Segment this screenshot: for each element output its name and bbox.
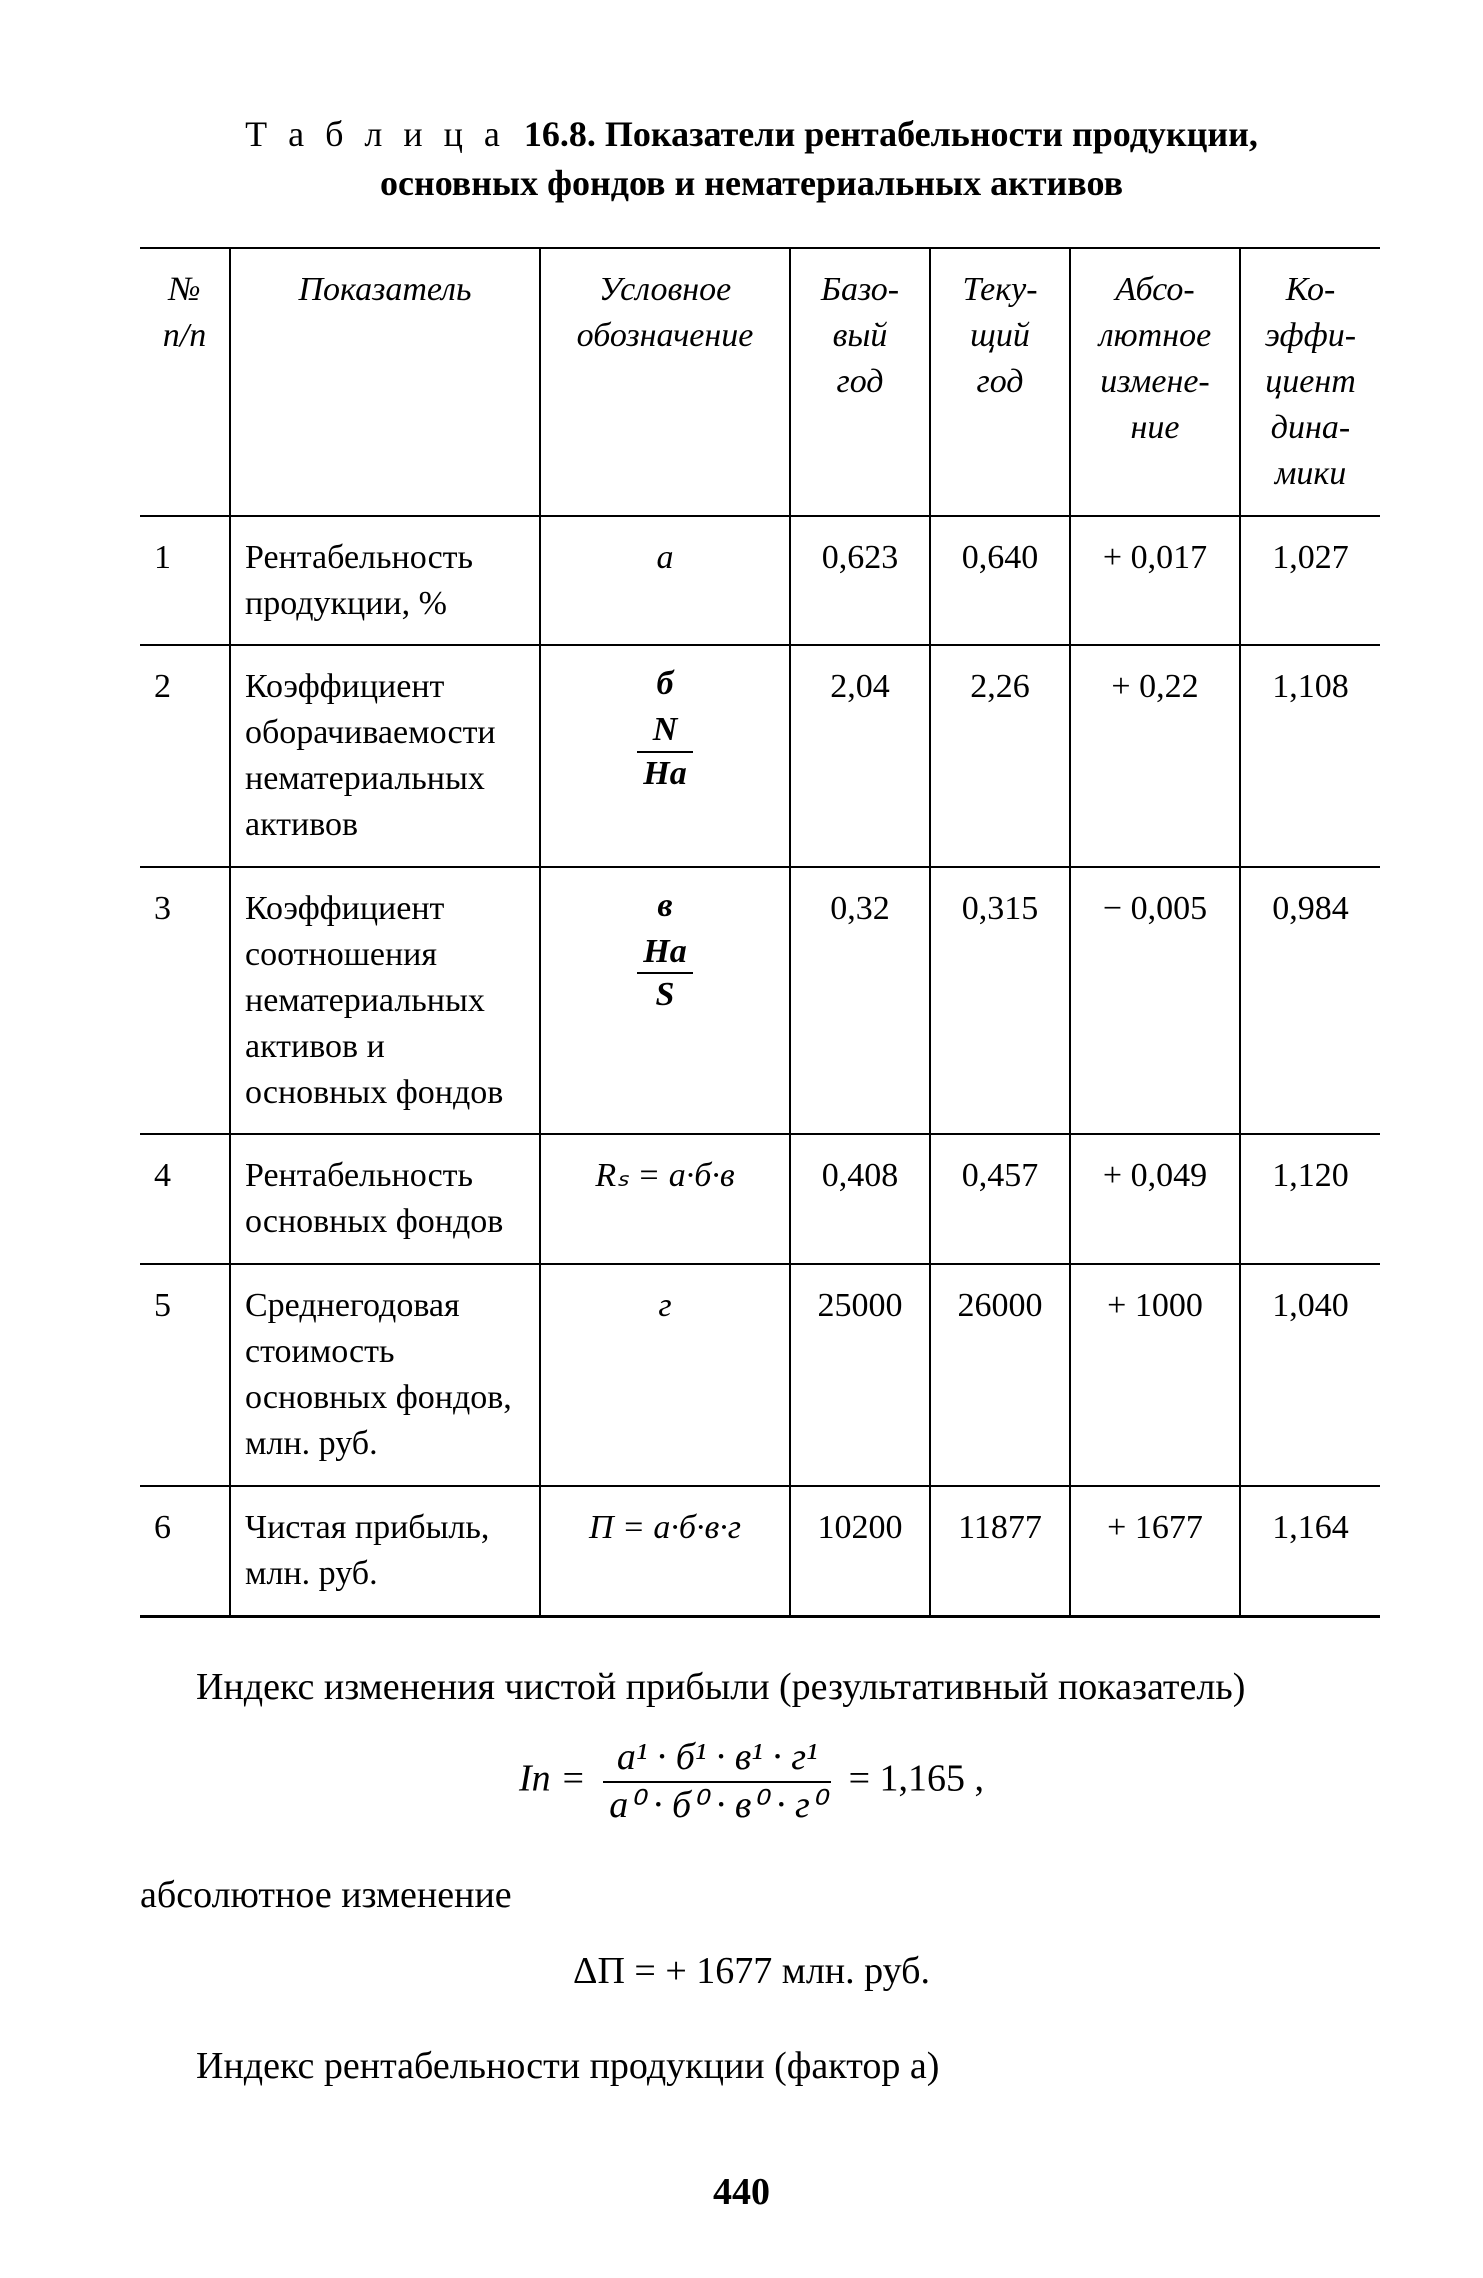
paragraph-2: абсолютное изменение [140, 1870, 1363, 1921]
cell-cur: 2,26 [930, 645, 1070, 867]
cell-base: 25000 [790, 1264, 930, 1486]
caption-title-2: основных фондов и нематериальных активов [380, 163, 1123, 203]
cell-abs: + 0,049 [1070, 1134, 1240, 1264]
frac-bot: Hа [637, 753, 692, 792]
cell-sym: П = а·б·в·г [540, 1486, 790, 1616]
cell-ind: Чистая прибыль, млн. руб. [230, 1486, 540, 1616]
cell-k: 1,164 [1240, 1486, 1380, 1616]
caption-prefix: Т а б л и ц а [245, 114, 506, 154]
col-header-base: Базо-вый год [790, 248, 930, 515]
frac-top: Hа [637, 933, 692, 974]
cell-abs: + 1677 [1070, 1486, 1240, 1616]
page: Т а б л и ц а 16.8. Показатели рентабель… [0, 0, 1483, 2278]
sym-letter: г [658, 1287, 671, 1324]
page-number: 440 [0, 2167, 1483, 2218]
col-header-sym: Условное обозначение [540, 248, 790, 515]
frac-top: N [637, 711, 692, 752]
caption-title-1: Показатели рентабельности продукции, [605, 114, 1258, 154]
cell-cur: 0,457 [930, 1134, 1070, 1264]
sym-stack: в Hа S [637, 886, 692, 1014]
cell-ind: Рентабельность основных фондов [230, 1134, 540, 1264]
col-header-ind: Показатель [230, 248, 540, 515]
table-header-row: № п/п Показатель Условное обозначение Ба… [140, 248, 1380, 515]
table-row: 2 Коэффициент оборачиваемости нематериал… [140, 645, 1380, 867]
equation-2: ΔП = + 1677 млн. руб. [140, 1946, 1363, 1997]
cell-cur: 0,640 [930, 516, 1070, 646]
fraction: Hа S [637, 933, 692, 1014]
col-header-k: Ко-эффи-циент дина-мики [1240, 248, 1380, 515]
eq1-top: а¹ · б¹ · в¹ · г¹ [603, 1737, 831, 1783]
cell-base: 0,623 [790, 516, 930, 646]
cell-k: 1,108 [1240, 645, 1380, 867]
cell-abs: + 0,017 [1070, 516, 1240, 646]
para3-text: Индекс рентабельности продукции (фактор … [196, 2045, 939, 2087]
table-row: 6 Чистая прибыль, млн. руб. П = а·б·в·г … [140, 1486, 1380, 1616]
table-row: 1 Рентабельность продукции, % а 0,623 0,… [140, 516, 1380, 646]
table-row: 4 Рентабельность основных фондов Rₛ = а·… [140, 1134, 1380, 1264]
sym-formula: Rₛ = а·б·в [595, 1157, 734, 1194]
fraction: а¹ · б¹ · в¹ · г¹ а⁰ · б⁰ · в⁰ · г⁰ [603, 1737, 831, 1827]
frac-bot: S [637, 974, 692, 1013]
caption-number: 16.8. [524, 114, 596, 154]
cell-sym: г [540, 1264, 790, 1486]
cell-n: 1 [140, 516, 230, 646]
sym-stack: б N Hа [637, 664, 692, 792]
cell-base: 10200 [790, 1486, 930, 1616]
col-header-abs: Абсо-лютное измене-ние [1070, 248, 1240, 515]
cell-cur: 0,315 [930, 867, 1070, 1134]
eq1-rhs: = 1,165 , [849, 1757, 984, 1799]
cell-sym: б N Hа [540, 645, 790, 867]
cell-base: 0,408 [790, 1134, 930, 1264]
sym-formula: П = а·б·в·г [589, 1509, 741, 1546]
sym-letter: в [637, 886, 692, 927]
cell-n: 6 [140, 1486, 230, 1616]
cell-n: 4 [140, 1134, 230, 1264]
table-row: 5 Среднегодовая стоимость основных фондо… [140, 1264, 1380, 1486]
cell-abs: − 0,005 [1070, 867, 1240, 1134]
cell-n: 2 [140, 645, 230, 867]
cell-k: 1,040 [1240, 1264, 1380, 1486]
sym-letter: а [657, 539, 674, 576]
cell-k: 0,984 [1240, 867, 1380, 1134]
cell-base: 2,04 [790, 645, 930, 867]
cell-sym: а [540, 516, 790, 646]
cell-n: 5 [140, 1264, 230, 1486]
cell-cur: 26000 [930, 1264, 1070, 1486]
cell-ind: Рентабельность продукции, % [230, 516, 540, 646]
cell-k: 1,120 [1240, 1134, 1380, 1264]
paragraph-1: Индекс изменения чистой прибыли (результ… [140, 1662, 1363, 1713]
cell-k: 1,027 [1240, 516, 1380, 646]
eq1-lhs: Iп = [519, 1757, 586, 1799]
col-header-n: № п/п [140, 248, 230, 515]
cell-abs: + 1000 [1070, 1264, 1240, 1486]
table-row: 3 Коэффициент соотношения нематериальных… [140, 867, 1380, 1134]
fraction: N Hа [637, 711, 692, 792]
profitability-table: № п/п Показатель Условное обозначение Ба… [140, 247, 1380, 1617]
cell-cur: 11877 [930, 1486, 1070, 1616]
cell-base: 0,32 [790, 867, 930, 1134]
table-caption: Т а б л и ц а 16.8. Показатели рентабель… [140, 110, 1363, 207]
cell-ind: Коэффициент оборачиваемости нематериальн… [230, 645, 540, 867]
cell-sym: Rₛ = а·б·в [540, 1134, 790, 1264]
cell-ind: Коэффициент соотношения нематериальных а… [230, 867, 540, 1134]
cell-sym: в Hа S [540, 867, 790, 1134]
eq1-bot: а⁰ · б⁰ · в⁰ · г⁰ [603, 1783, 831, 1827]
paragraph-3: Индекс рентабельности продукции (фактор … [140, 2041, 1363, 2092]
cell-abs: + 0,22 [1070, 645, 1240, 867]
equation-1: Iп = а¹ · б¹ · в¹ · г¹ а⁰ · б⁰ · в⁰ · г⁰… [140, 1737, 1363, 1827]
cell-ind: Среднегодовая стоимость основных фондов,… [230, 1264, 540, 1486]
cell-n: 3 [140, 867, 230, 1134]
sym-letter: б [637, 664, 692, 705]
col-header-cur: Теку-щий год [930, 248, 1070, 515]
